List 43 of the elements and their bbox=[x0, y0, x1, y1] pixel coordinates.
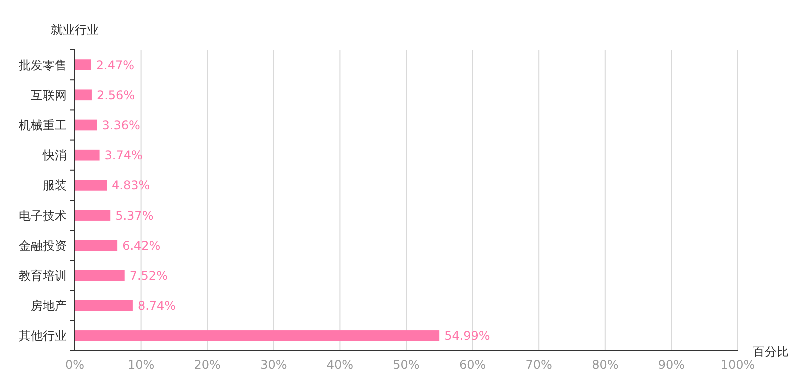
x-tick-label: 20% bbox=[194, 358, 221, 372]
y-tick-label: 电子技术 bbox=[19, 208, 67, 223]
y-axis-title: 就业行业 bbox=[51, 23, 99, 37]
data-label: 3.74% bbox=[104, 148, 143, 163]
bar bbox=[75, 210, 111, 221]
y-tick-label: 批发零售 bbox=[19, 58, 67, 72]
y-tick-label: 房地产 bbox=[31, 299, 67, 314]
y-tick-label: 服装 bbox=[43, 178, 67, 193]
y-tick-label: 快消 bbox=[42, 148, 67, 163]
y-tick-label: 教育培训 bbox=[19, 268, 67, 283]
data-label: 54.99% bbox=[444, 329, 490, 344]
bar bbox=[75, 330, 440, 342]
x-tick-label: 90% bbox=[658, 358, 686, 372]
x-tick-label: 50% bbox=[393, 358, 420, 372]
y-tick-label: 互联网 bbox=[31, 88, 67, 102]
x-tick-label: 80% bbox=[592, 358, 619, 372]
y-tick-label: 机械重工 bbox=[19, 118, 67, 132]
bar bbox=[75, 180, 108, 191]
data-label: 7.52% bbox=[130, 268, 168, 283]
bar bbox=[75, 60, 92, 70]
bar bbox=[75, 270, 125, 282]
x-tick-label: 40% bbox=[326, 358, 354, 372]
x-tick-label: 70% bbox=[526, 358, 552, 372]
x-tick-label: 0% bbox=[65, 358, 85, 372]
x-tick-label: 100% bbox=[720, 358, 756, 372]
data-label: 2.47% bbox=[96, 58, 134, 72]
bar bbox=[75, 300, 133, 312]
data-label: 6.42% bbox=[122, 238, 161, 253]
bar bbox=[75, 90, 92, 101]
data-label: 8.74% bbox=[138, 299, 176, 314]
x-tick-label: 10% bbox=[128, 358, 155, 372]
data-label: 5.37% bbox=[116, 208, 154, 223]
data-label: 4.83% bbox=[112, 178, 150, 193]
y-tick-label: 金融投资 bbox=[19, 238, 67, 253]
y-tick-label: 其他行业 bbox=[19, 329, 67, 344]
bar bbox=[75, 240, 118, 252]
x-axis-title: 百分比 bbox=[753, 345, 789, 359]
bar bbox=[75, 150, 100, 161]
x-tick-label: 60% bbox=[459, 358, 486, 372]
bar bbox=[75, 120, 98, 131]
data-label: 3.36% bbox=[102, 118, 140, 132]
data-label: 2.56% bbox=[96, 88, 136, 102]
x-tick-label: 30% bbox=[260, 358, 288, 372]
